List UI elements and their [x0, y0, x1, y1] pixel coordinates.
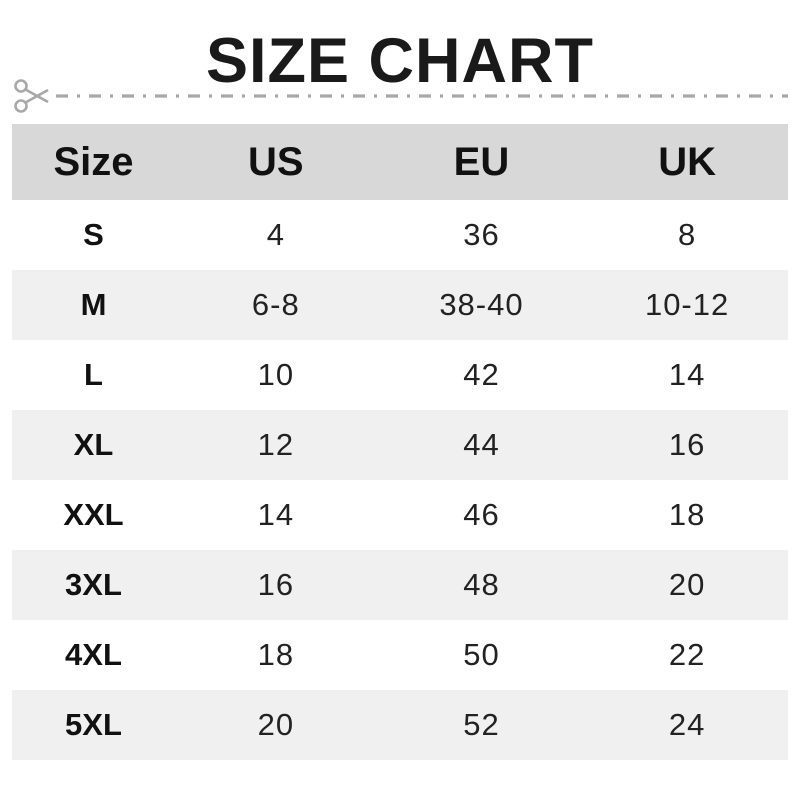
us-cell: 10 [257, 357, 295, 392]
size-cell: XL [73, 427, 114, 462]
table-row-4xl: 4XL 18 50 22 [12, 620, 788, 690]
uk-cell: 24 [668, 707, 706, 742]
uk-cell: 16 [668, 427, 706, 462]
table-row-5xl: 5XL 20 52 24 [12, 690, 788, 760]
column-header-us: US [248, 139, 304, 184]
us-cell: 4 [266, 217, 285, 252]
page-title: SIZE CHART [206, 26, 594, 96]
uk-cell: 18 [668, 497, 706, 532]
eu-cell: 48 [463, 567, 500, 602]
scissors-icon [14, 79, 49, 113]
size-cell: 5XL [65, 707, 122, 742]
eu-cell: 52 [463, 707, 500, 742]
eu-cell: 44 [463, 427, 500, 462]
column-header-uk: UK [658, 139, 716, 184]
table-row-3xl: 3XL 16 48 20 [12, 550, 788, 620]
size-cell: S [83, 217, 104, 252]
size-chart-table: Size US EU UK S 4 36 8 M 6-8 38-40 10-12… [12, 124, 788, 760]
eu-cell: 36 [463, 217, 500, 252]
table-row-xl: XL 12 44 16 [12, 410, 788, 480]
us-cell: 6-8 [251, 287, 300, 322]
eu-cell: 42 [463, 357, 500, 392]
size-cell: 4XL [65, 637, 122, 672]
table-row-m: M 6-8 38-40 10-12 [12, 270, 788, 340]
us-cell: 18 [257, 637, 295, 672]
us-cell: 16 [257, 567, 295, 602]
eu-cell: 50 [463, 637, 500, 672]
table-row-s: S 4 36 8 [12, 200, 788, 270]
column-header-eu: EU [453, 139, 510, 184]
table-header-row: Size US EU UK [12, 124, 788, 200]
size-cell: XXL [63, 497, 124, 532]
us-cell: 20 [257, 707, 295, 742]
uk-cell: 14 [668, 357, 706, 392]
size-cell: L [84, 357, 103, 392]
eu-cell: 38-40 [439, 287, 524, 322]
cut-line [14, 79, 788, 113]
eu-cell: 46 [463, 497, 500, 532]
size-cell: 3XL [65, 567, 122, 602]
us-cell: 14 [257, 497, 295, 532]
size-cell: M [80, 287, 107, 322]
uk-cell: 20 [668, 567, 706, 602]
table-row-l: L 10 42 14 [12, 340, 788, 410]
uk-cell: 10-12 [644, 287, 730, 322]
us-cell: 12 [257, 427, 295, 462]
uk-cell: 22 [668, 637, 706, 672]
uk-cell: 8 [677, 217, 697, 252]
column-header-size: Size [53, 139, 134, 184]
table-row-xxl: XXL 14 46 18 [12, 480, 788, 550]
